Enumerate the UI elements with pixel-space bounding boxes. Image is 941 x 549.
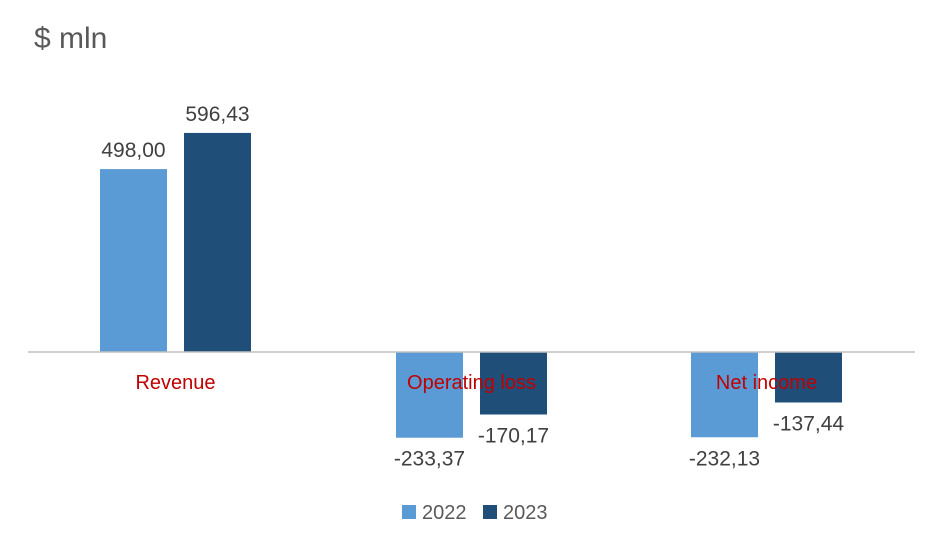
data-label-2022-0: 498,00 [101,139,165,162]
bar-2022-2 [691,352,758,438]
category-label-2: Net income [716,372,817,394]
data-label-2022-1: -233,37 [394,448,465,471]
legend-swatch-2022 [402,505,416,519]
legend-label-2022: 2022 [422,502,467,524]
chart-unit-title: $ mln [34,22,108,55]
data-label-2023-1: -170,17 [478,425,549,448]
bar-2023-2 [775,352,842,403]
bar-2023-1 [480,352,547,415]
category-label-0: Revenue [135,372,215,394]
category-label-1: Operating loss [407,372,536,394]
data-label-2023-2: -137,44 [773,412,845,435]
data-label-2022-2: -232,13 [689,447,760,470]
bar-2022-1 [396,352,463,438]
legend-swatch-2023 [483,505,497,519]
data-label-2023-0: 596,43 [185,103,249,126]
bar-2023-0 [184,132,251,352]
bar-2022-0 [100,169,167,352]
legend-label-2023: 2023 [503,502,548,524]
